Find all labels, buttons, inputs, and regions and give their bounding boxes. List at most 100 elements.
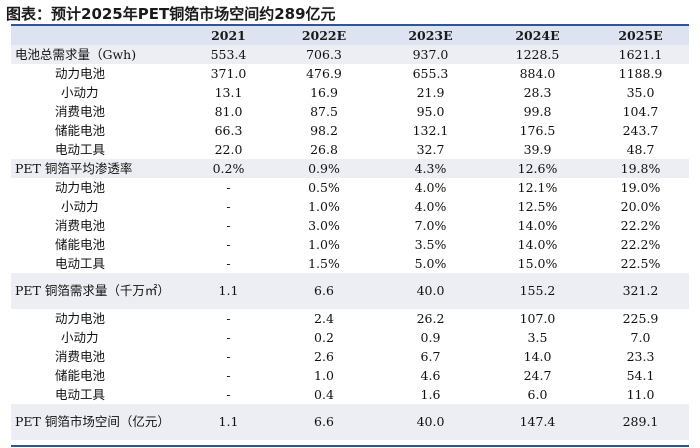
table-cell: 2.6 [314,348,334,364]
table-cell: 3.5 [527,329,548,345]
row-label: 动力电池 [55,310,106,326]
table-cell: 81.0 [214,103,243,119]
table-cell: 3.0% [308,217,340,233]
table-cell: 98.2 [310,122,338,138]
table-cell: - [226,255,231,271]
table-cell: - [226,310,231,326]
header-cell: 2025E [592,26,689,45]
table-cell: 6.0 [527,386,548,402]
table-row: PET 铜箔平均渗透率 0.2% 0.9% 4.3% 12.6% 19.8% [11,159,689,178]
table-row: 小动力 - 1.0% 4.0% 12.5% 20.0% [11,197,689,216]
table-cell: 24.7 [523,367,552,383]
table-cell: 655.3 [412,65,449,81]
table-cell: 1.0% [308,198,340,214]
table-cell: - [226,329,231,345]
table-cell: 48.7 [626,141,655,157]
table-cell: 19.0% [620,179,661,195]
table-cell: 7.0% [414,217,447,233]
table-cell: 40.0 [378,404,483,440]
row-label: 电动工具 [55,255,106,271]
table-cell: 0.9% [270,159,378,178]
table-cell: - [226,386,231,402]
table-cell: 16.9 [310,84,338,100]
table-cell: 99.8 [523,103,552,119]
row-label: 消费电池 [55,348,106,364]
table-cell: 12.5% [517,198,558,214]
table-cell: 0.5% [308,179,340,195]
table-cell: 4.3% [378,159,483,178]
table-cell: 225.9 [622,310,659,326]
table-cell: 107.0 [519,310,556,326]
table-row: 小动力 13.1 16.9 21.9 28.3 35.0 [11,83,689,102]
table-cell: 21.9 [416,84,445,100]
table-cell: 35.0 [626,84,655,100]
table-cell: 23.3 [626,348,655,364]
table-cell: 32.7 [416,141,445,157]
table-row: 消费电池 - 2.6 6.7 14.0 23.3 [11,347,689,366]
table-cell: 1.0 [314,367,334,383]
table-cell: 12.1% [517,179,558,195]
table-cell: 19.8% [592,159,689,178]
table-cell: 22.0 [214,141,243,157]
row-label: 小动力 [61,198,99,214]
table-cell: 12.6% [483,159,592,178]
table-row: 消费电池 81.0 87.5 95.0 99.8 104.7 [11,102,689,121]
header-cell: 2023E [378,26,483,45]
bottom-rule [11,445,689,447]
table-cell: 4.6 [420,367,441,383]
table-cell: 1188.9 [618,65,663,81]
table-cell: 66.3 [214,122,243,138]
table-cell: 371.0 [210,65,247,81]
row-label: 动力电池 [55,179,106,195]
table-cell: 6.6 [270,273,378,309]
table-cell: 13.1 [214,84,243,100]
row-label: 动力电池 [55,65,106,81]
row-label: 小动力 [61,84,99,100]
table-cell: 0.4 [314,386,334,402]
table-cell: 2.4 [314,310,334,326]
table-cell: 39.9 [523,141,552,157]
table-cell: 11.0 [626,386,655,402]
market-data-table: 2021 2022E 2023E 2024E 2025E 电池总需求量（Gwh)… [11,26,689,440]
row-label: PET 铜箔需求量（千万㎡） [11,273,187,309]
page-title: 图表：预计2025年PET铜箔市场空间约289亿元 [6,5,336,23]
table-row: 小动力 - 0.2 0.9 3.5 7.0 [11,328,689,347]
table-cell: 4.0% [414,179,447,195]
table-cell: 95.0 [416,103,445,119]
table-cell: 1621.1 [592,45,689,64]
table-row: PET 铜箔市场空间（亿元） 1.1 6.6 40.0 147.4 289.1 [11,404,689,440]
table-cell: 22.2% [620,217,661,233]
table-cell: 0.9 [420,329,441,345]
table-cell: 476.9 [306,65,342,81]
table-cell: 14.0% [517,217,558,233]
table-cell: 104.7 [622,103,659,119]
row-label: 储能电池 [55,122,106,138]
table-cell: 176.5 [519,122,556,138]
table-cell: 87.5 [310,103,338,119]
table-row: 动力电池 - 0.5% 4.0% 12.1% 19.0% [11,178,689,197]
table-cell: 289.1 [592,404,689,440]
header-cell: 2024E [483,26,592,45]
table-row: 动力电池 - 2.4 26.2 107.0 225.9 [11,309,689,328]
table-cell: 6.6 [270,404,378,440]
header-cell: 2022E [270,26,378,45]
table-cell: 321.2 [592,273,689,309]
table-cell: 937.0 [378,45,483,64]
row-label: 储能电池 [55,367,106,383]
table-row: 消费电池 - 3.0% 7.0% 14.0% 22.2% [11,216,689,235]
table-cell: 28.3 [523,84,552,100]
row-label: 电动工具 [55,141,106,157]
table-cell: 26.2 [416,310,445,326]
table-cell: - [226,217,231,233]
table-cell: 14.0% [517,236,558,252]
row-label: 小动力 [61,329,99,345]
table-cell: 1228.5 [483,45,592,64]
table-cell: - [226,348,231,364]
table-cell: - [226,198,231,214]
table-header-row: 2021 2022E 2023E 2024E 2025E [11,26,689,45]
row-label: 电动工具 [55,386,106,402]
table-row: PET 铜箔需求量（千万㎡） 1.1 6.6 40.0 155.2 321.2 [11,273,689,309]
table-row: 动力电池 371.0 476.9 655.3 884.0 1188.9 [11,64,689,83]
table-cell: 4.0% [414,198,447,214]
table-cell: 7.0 [630,329,651,345]
